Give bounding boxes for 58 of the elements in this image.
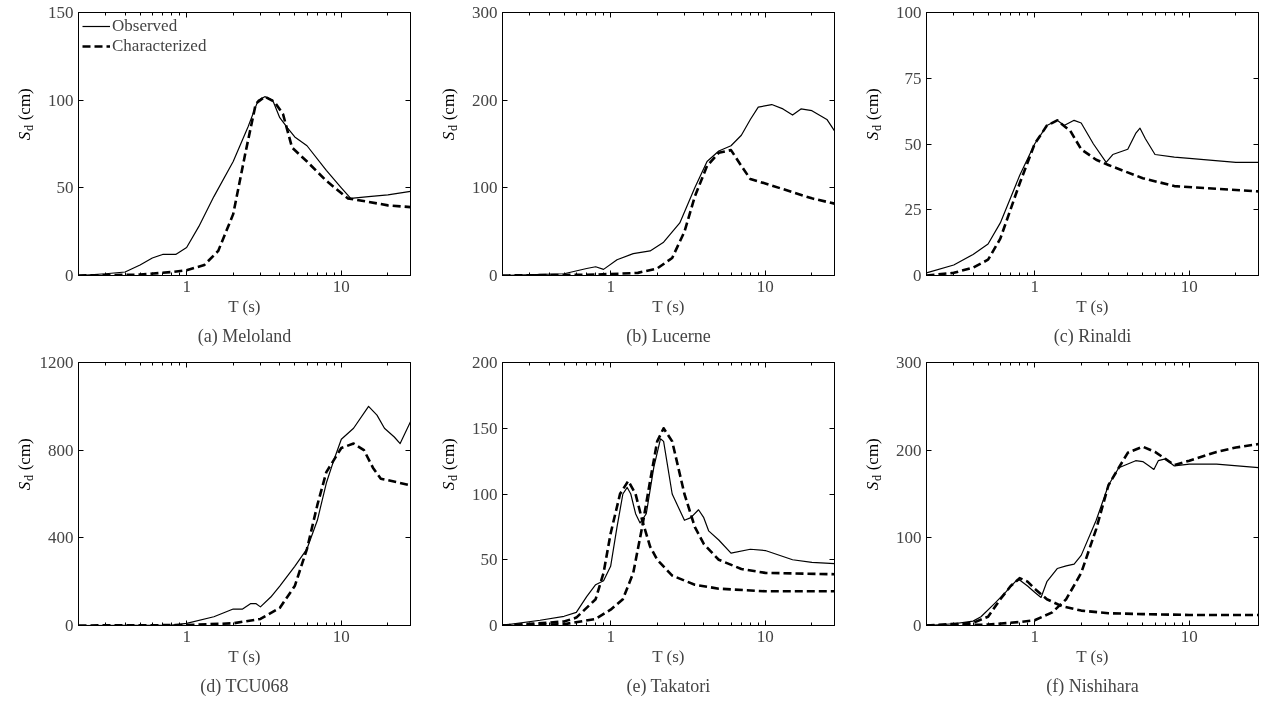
y-axis-title: Sd (cm) xyxy=(439,88,460,141)
y-tick-label: 1200 xyxy=(39,353,74,372)
legend-label: Observed xyxy=(112,16,178,36)
y-tick-label: 0 xyxy=(489,266,498,285)
y-tick-label: 50 xyxy=(904,134,922,154)
y-tick-label: 300 xyxy=(472,3,498,22)
y-tick-label: 100 xyxy=(48,90,74,110)
y-axis-title: Sd (cm) xyxy=(15,88,36,141)
x-axis-title: T (s) xyxy=(228,646,261,666)
y-tick-label: 100 xyxy=(472,484,498,504)
x-tick-label: 10 xyxy=(756,626,774,646)
x-tick-label: 1 xyxy=(1030,276,1039,296)
text: (b) Lucerne xyxy=(626,325,711,347)
text: (d) TCU068 xyxy=(200,675,289,697)
x-axis-title: T (s) xyxy=(652,296,685,316)
x-axis-title: T (s) xyxy=(652,646,685,666)
x-tick-label: 1 xyxy=(606,626,615,646)
y-tick-label: 75 xyxy=(904,68,922,88)
x-axis-title: T (s) xyxy=(1076,296,1109,316)
x-axis-title: T (s) xyxy=(228,296,261,316)
y-tick-label: 25 xyxy=(904,200,922,220)
y-tick-label: 0 xyxy=(913,266,922,285)
x-tick-label: 1 xyxy=(182,626,191,646)
text: (e) Takatori xyxy=(626,675,711,697)
text: (a) Meloland xyxy=(197,325,292,347)
x-tick-label: 10 xyxy=(332,276,350,296)
y-tick-label: 200 xyxy=(472,90,498,110)
y-tick-label: 100 xyxy=(472,178,498,198)
y-tick-label: 800 xyxy=(48,440,74,460)
y-tick-label: 50 xyxy=(480,550,498,570)
y-tick-label: 0 xyxy=(913,616,922,635)
y-tick-label: 0 xyxy=(65,616,74,635)
y-tick-label: 300 xyxy=(896,353,922,372)
x-tick-label: 10 xyxy=(756,276,774,296)
text: (c) Rinaldi xyxy=(1053,325,1132,347)
y-tick-label: 0 xyxy=(65,266,74,285)
x-tick-label: 1 xyxy=(606,276,615,296)
y-tick-label: 100 xyxy=(896,3,922,22)
x-axis-title: T (s) xyxy=(1076,646,1109,666)
y-axis-title: Sd (cm) xyxy=(439,438,460,491)
y-tick-label: 150 xyxy=(48,3,74,22)
text: (f) Nishihara xyxy=(1046,675,1139,697)
y-axis-title: Sd (cm) xyxy=(863,438,884,491)
x-tick-label: 1 xyxy=(1030,626,1039,646)
y-tick-label: 150 xyxy=(472,418,498,438)
x-tick-label: 10 xyxy=(332,626,350,646)
x-tick-label: 10 xyxy=(1180,626,1198,646)
x-tick-label: 10 xyxy=(1180,276,1198,296)
y-tick-label: 50 xyxy=(56,178,74,198)
y-axis-title: Sd (cm) xyxy=(15,438,36,491)
legend-label: Characterized xyxy=(112,36,207,56)
x-tick-label: 1 xyxy=(182,276,191,296)
y-tick-label: 200 xyxy=(896,440,922,460)
y-tick-label: 100 xyxy=(896,528,922,548)
y-tick-label: 400 xyxy=(48,528,74,548)
y-tick-label: 0 xyxy=(489,616,498,635)
y-axis-title: Sd (cm) xyxy=(863,88,884,141)
y-tick-label: 200 xyxy=(472,353,498,372)
